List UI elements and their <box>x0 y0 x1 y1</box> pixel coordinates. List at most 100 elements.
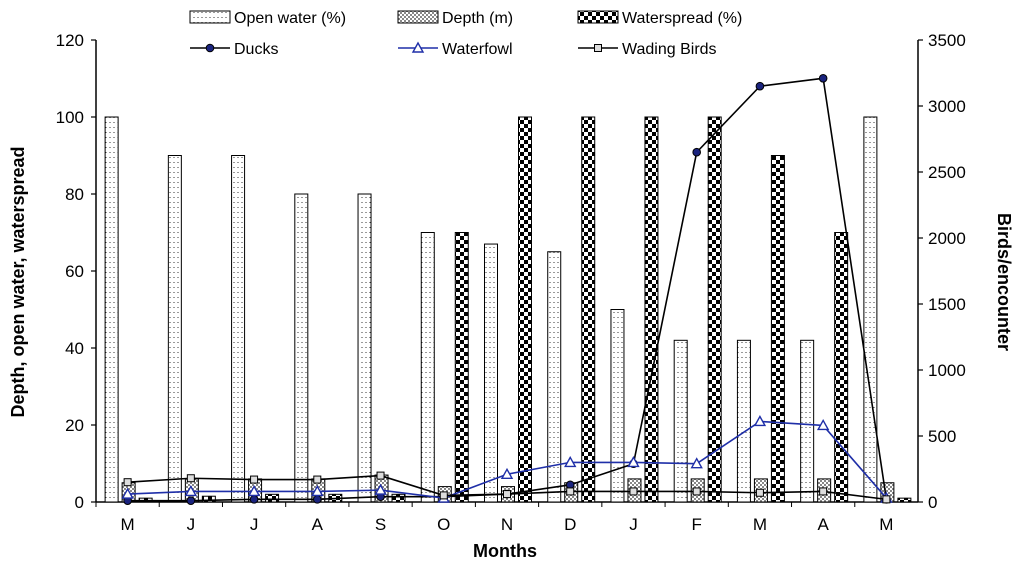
x-tick-label: M <box>121 515 135 534</box>
legend: Open water (%) Depth (m) Waterspread (%) Du… <box>189 10 742 58</box>
legend-marker <box>411 41 425 53</box>
point-wading-birds <box>755 488 764 497</box>
x-tick-label: M <box>879 515 893 534</box>
bar-open-water <box>736 339 751 503</box>
point-wading-birds <box>439 491 448 500</box>
bar-waterspread <box>265 493 280 503</box>
x-axis-title: Months <box>473 541 537 561</box>
point-waterfowl <box>816 418 830 431</box>
x-tick-label: J <box>187 515 196 534</box>
legend-label: Waterfowl <box>442 41 513 58</box>
axes <box>91 39 923 507</box>
y-axis-title: Depth, open water, waterspread <box>8 146 28 417</box>
legend-marker <box>594 44 602 52</box>
bar-waterspread <box>707 116 722 503</box>
x-tick-label: A <box>817 515 829 534</box>
bar-open-water <box>484 243 498 503</box>
bar-open-water <box>800 339 815 503</box>
legend-label: Wading Birds <box>622 41 717 58</box>
bar-open-water <box>294 193 309 503</box>
point-waterfowl <box>690 457 703 469</box>
point-waterfowl <box>374 483 387 495</box>
y2-axis-title: Birds/encounter <box>994 213 1013 351</box>
point-wading-birds <box>123 478 132 487</box>
bar-open-water <box>420 232 435 503</box>
legend-label: Waterspread (%) <box>622 10 742 27</box>
point-ducks <box>186 496 196 505</box>
point-waterfowl <box>564 455 577 468</box>
point-waterfowl <box>311 484 324 497</box>
y2-tick-label: 2000 <box>928 229 966 248</box>
x-tick-label: M <box>753 515 767 534</box>
point-waterfowl <box>500 467 514 479</box>
legend-label: Ducks <box>234 41 278 58</box>
point-waterfowl <box>184 484 198 497</box>
point-waterfowl <box>247 484 261 497</box>
y2-tick-label: 2500 <box>928 163 966 182</box>
bar-waterspread <box>581 116 596 503</box>
point-ducks <box>692 147 701 157</box>
point-ducks <box>755 81 765 91</box>
y-tick-label: 40 <box>65 339 84 358</box>
x-tick-label: A <box>312 515 324 534</box>
y2-tick-label: 3000 <box>928 97 966 116</box>
line-layer <box>121 73 893 505</box>
bar-open-water <box>547 251 562 503</box>
legend-label: Open water (%) <box>234 10 346 27</box>
bar-waterspread <box>201 495 216 503</box>
bar-open-water <box>167 155 182 503</box>
legend-marker <box>205 43 215 53</box>
y2-tick-label: 500 <box>928 427 956 446</box>
y-tick-label: 100 <box>56 108 84 127</box>
bar-waterspread <box>644 116 659 503</box>
bar-waterspread <box>454 232 469 503</box>
bar-open-water <box>104 116 119 503</box>
legend-swatch <box>577 10 619 24</box>
bar-waterspread <box>770 155 785 503</box>
point-waterfowl <box>753 415 767 427</box>
y2-tick-label: 0 <box>928 493 937 512</box>
y-tick-label: 20 <box>65 416 84 435</box>
legend-swatch <box>189 10 231 24</box>
tick-label-layer: 0 20 40 60 80 100 120 0 500 1000 1500 2000 2500 3000 3… <box>56 31 966 534</box>
y-tick-label: 0 <box>75 493 84 512</box>
point-ducks <box>313 495 322 504</box>
point-wading-birds <box>313 475 322 484</box>
point-wading-birds <box>819 487 828 496</box>
bar-waterspread <box>391 493 406 503</box>
point-waterfowl <box>121 487 134 499</box>
point-wading-birds <box>503 490 511 499</box>
x-tick-label: O <box>437 515 450 534</box>
y-tick-label: 120 <box>56 31 84 50</box>
bar-waterspread <box>834 232 849 503</box>
bar-waterspread <box>518 116 532 503</box>
point-wading-birds <box>250 475 259 484</box>
y-tick-label: 60 <box>65 262 84 281</box>
legend-swatch <box>397 10 439 24</box>
x-tick-label: J <box>250 515 259 534</box>
bar-open-water <box>357 193 372 503</box>
x-tick-label: D <box>564 515 576 534</box>
x-tick-label: F <box>691 515 701 534</box>
point-wading-birds <box>882 495 891 504</box>
y2-tick-label: 3500 <box>928 31 966 50</box>
point-ducks <box>818 73 828 83</box>
bar-waterspread <box>897 497 912 503</box>
y2-tick-label: 1000 <box>928 361 966 380</box>
point-wading-birds <box>692 487 701 496</box>
point-wading-birds <box>376 471 385 480</box>
x-tick-label: N <box>501 515 513 534</box>
x-tick-label: S <box>375 515 386 534</box>
point-waterfowl <box>627 455 640 468</box>
bar-open-water <box>863 116 878 503</box>
bar-open-water <box>610 309 625 503</box>
bar-open-water <box>231 155 246 503</box>
point-wading-birds <box>186 474 195 483</box>
point-ducks <box>249 495 259 504</box>
point-wading-birds <box>566 487 575 496</box>
legend-label: Depth (m) <box>442 10 513 27</box>
x-tick-label: J <box>629 515 638 534</box>
bar-layer <box>104 116 912 503</box>
